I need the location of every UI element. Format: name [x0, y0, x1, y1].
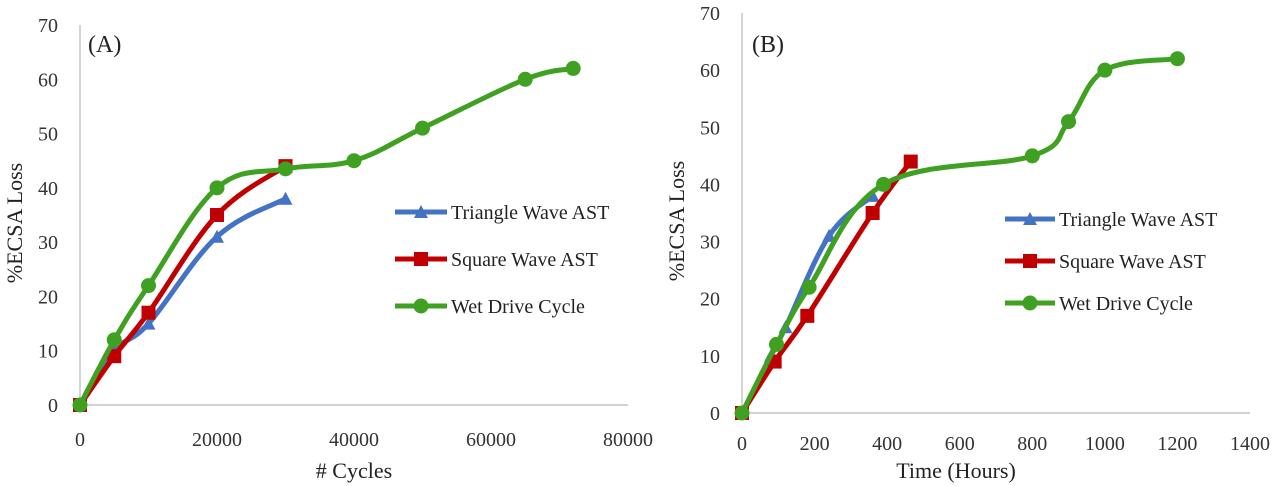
data-point-square: [210, 208, 224, 222]
x-tick-label: 600: [945, 433, 975, 455]
y-axis-title: %ECSA Loss: [2, 163, 27, 283]
data-point-circle: [565, 60, 581, 76]
y-tick-label: 40: [38, 178, 58, 200]
y-tick-label: 0: [710, 403, 720, 425]
y-tick-label: 70: [700, 3, 720, 25]
data-point-circle: [734, 405, 750, 421]
data-point-circle: [1169, 51, 1185, 67]
legend-marker-circle: [1022, 295, 1038, 311]
x-tick-label: 60000: [466, 429, 516, 451]
data-point-circle: [415, 120, 430, 136]
series-line-circle: [77, 65, 576, 408]
data-point-square: [107, 349, 122, 364]
x-tick-label: 0: [75, 429, 85, 451]
y-tick-label: 30: [38, 232, 58, 254]
legend-label: Triangle Wave AST: [451, 202, 609, 224]
data-point-square: [141, 305, 156, 320]
y-tick-label: 20: [38, 286, 58, 308]
legend-label: Triangle Wave AST: [1059, 209, 1217, 231]
y-tick-label: 70: [38, 15, 58, 37]
data-point-square: [903, 154, 918, 169]
legend-marker-triangle: [1023, 212, 1037, 225]
panel-label: (B): [752, 32, 784, 58]
y-tick-label: 0: [48, 395, 58, 417]
data-point-circle: [1061, 114, 1077, 130]
data-point-circle: [1097, 62, 1113, 78]
legend-marker-square: [1023, 254, 1037, 268]
data-point-square: [800, 308, 815, 323]
legend-label: Wet Drive Cycle: [1059, 293, 1193, 315]
x-tick-label: 200: [800, 433, 830, 455]
y-tick-label: 20: [700, 289, 720, 311]
x-tick-label: 0: [737, 433, 747, 455]
x-tick-label: 80000: [603, 429, 653, 451]
data-point-circle: [346, 153, 362, 169]
data-point-square: [865, 206, 880, 220]
x-axis-title: Time (Hours): [896, 458, 1016, 483]
y-tick-label: 30: [700, 232, 720, 254]
data-point-circle: [106, 332, 122, 348]
legend-marker-square: [414, 252, 428, 266]
data-point-triangle: [865, 188, 880, 202]
y-tick-label: 10: [700, 346, 720, 368]
x-tick-label: 1200: [1157, 433, 1197, 455]
y-tick-label: 60: [700, 60, 720, 82]
x-tick-label: 400: [872, 433, 902, 455]
data-point-circle: [801, 279, 817, 295]
panel-label: (A): [88, 32, 121, 58]
legend-marker-circle: [413, 298, 429, 314]
y-tick-label: 50: [700, 117, 720, 139]
y-tick-label: 40: [700, 174, 720, 196]
data-point-circle: [876, 176, 892, 192]
data-point-circle: [517, 71, 533, 87]
series-line-circle: [739, 56, 1180, 416]
data-point-triangle: [278, 191, 293, 205]
data-point-triangle: [210, 229, 224, 243]
data-point-circle: [209, 180, 225, 196]
legend-label: Square Wave AST: [1059, 251, 1206, 273]
y-tick-label: 50: [38, 124, 58, 146]
data-point-circle: [1024, 148, 1040, 164]
chart-panel-a: 0 10 20 30 40 50 60 70 0 20000 40000 60000 80000 # Cy…: [2, 15, 653, 483]
legend-label: Wet Drive Cycle: [451, 296, 585, 318]
chart-panel-b: 0 10 20 30 40 50 60 70 0 200 400 600 800 1000 1200 1400…: [664, 3, 1270, 483]
y-tick-label: 10: [38, 341, 58, 363]
series-line-triangle: [77, 196, 288, 408]
data-point-triangle: [822, 228, 837, 242]
x-tick-label: 40000: [329, 429, 379, 451]
data-point-circle: [141, 278, 156, 294]
x-tick-label: 1000: [1085, 433, 1125, 455]
x-tick-label: 20000: [192, 429, 242, 451]
data-point-circle: [278, 161, 293, 177]
x-tick-label: 800: [1017, 433, 1047, 455]
x-axis-title: # Cycles: [316, 458, 392, 483]
data-point-triangle: [141, 316, 156, 330]
x-tick-label: 1400: [1230, 433, 1270, 455]
y-axis-title: %ECSA Loss: [664, 161, 689, 281]
y-tick-label: 60: [38, 69, 58, 91]
data-point-circle: [768, 336, 784, 352]
legend-label: Square Wave AST: [451, 249, 598, 271]
data-point-circle: [72, 397, 88, 413]
series-line-square: [739, 159, 914, 416]
series-line-square: [77, 163, 288, 408]
legend-marker-triangle: [414, 205, 428, 218]
